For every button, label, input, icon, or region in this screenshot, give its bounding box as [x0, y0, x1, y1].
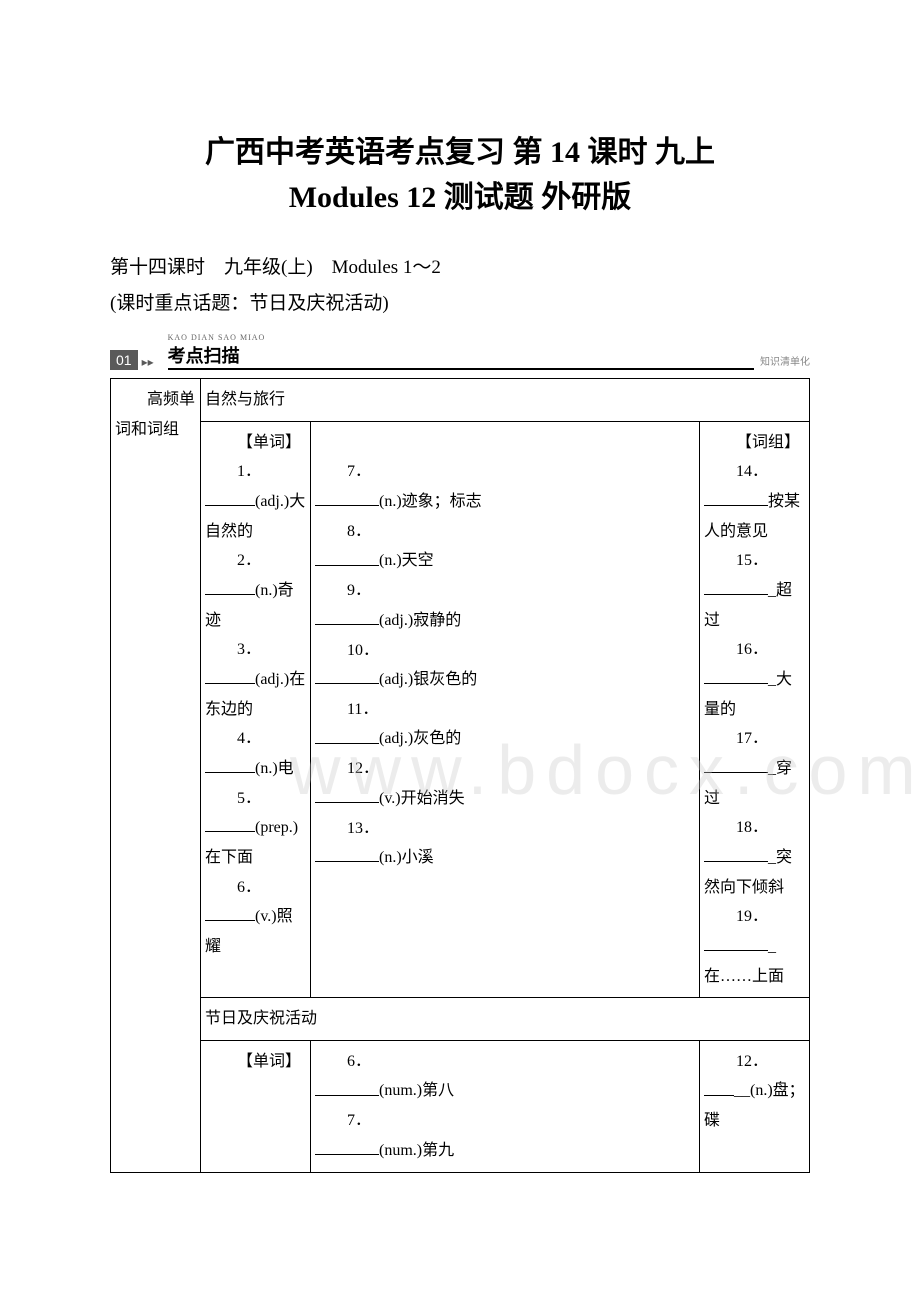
- subtitle-line-1: 第十四课时 九年级(上) Modules 1～2: [110, 250, 810, 286]
- arrow-icon: ▸▸: [142, 355, 154, 370]
- topic-festival: 节日及庆祝活动: [201, 998, 810, 1041]
- banner-right-tag: 知识清单化: [760, 353, 810, 370]
- banner-label: 考点扫描: [168, 346, 240, 366]
- row2-col-3: 12．__(n.)盘；碟: [700, 1040, 810, 1172]
- banner-pinyin: KAO DIAN SAO MIAO: [168, 334, 266, 342]
- phrase-header: 【词组】: [704, 428, 805, 458]
- word-header: 【单词】: [205, 428, 306, 458]
- vocabulary-table: 高频单词和词组 自然与旅行 【单词】 1．(adj.)大自然的 2．(n.)奇迹…: [110, 378, 810, 1172]
- row2-col-1: 【单词】: [201, 1040, 311, 1172]
- section-badge: 01: [110, 350, 138, 370]
- row2-word-header: 【单词】: [205, 1047, 306, 1077]
- phrases-col: 【词组】 14．按某人的意见 15．_超过 16．_大量的 17．_穿过 18．…: [700, 421, 810, 997]
- title-line-1: 广西中考英语考点复习 第 14 课时 九上: [110, 130, 810, 175]
- topic-nature: 自然与旅行: [201, 379, 810, 422]
- words-col-1: 【单词】 1．(adj.)大自然的 2．(n.)奇迹 3．(adj.)在东边的 …: [201, 421, 311, 997]
- title-line-2: Modules 12 测试题 外研版: [110, 175, 810, 220]
- section-banner: 01 ▸▸ KAO DIAN SAO MIAO 考点扫描 知识清单化: [110, 334, 810, 370]
- document-title: 广西中考英语考点复习 第 14 课时 九上 Modules 12 测试题 外研版: [110, 130, 810, 220]
- words-col-2: 7．(n.)迹象；标志 8．(n.)天空 9．(adj.)寂静的 10．(adj…: [311, 421, 700, 997]
- subtitle-block: 第十四课时 九年级(上) Modules 1～2 (课时重点话题：节日及庆祝活动…: [110, 250, 810, 322]
- row-header: 高频单词和词组: [111, 379, 201, 1172]
- row2-col-2: 6．(num.)第八 7．(num.)第九: [311, 1040, 700, 1172]
- subtitle-line-2: (课时重点话题：节日及庆祝活动): [110, 286, 810, 322]
- row-header-text: 高频单词和词组: [115, 385, 196, 444]
